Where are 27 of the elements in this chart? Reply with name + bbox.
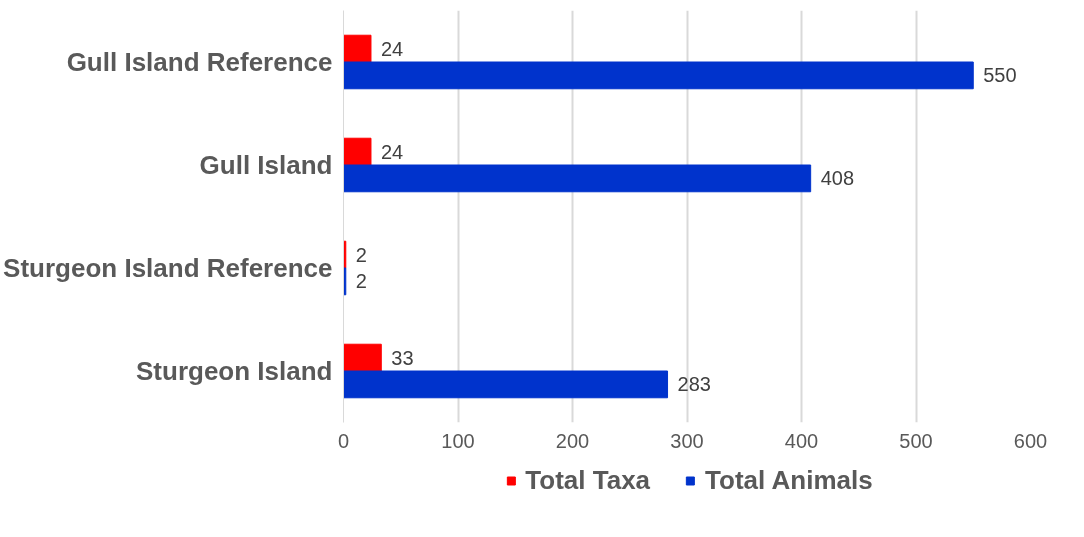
data-label: 408 bbox=[820, 167, 855, 190]
data-label: 33 bbox=[391, 346, 414, 369]
y-tick-label: Gull Island bbox=[199, 150, 333, 180]
data-label: 2 bbox=[355, 270, 367, 293]
y-tick-label: Sturgeon Island bbox=[136, 356, 333, 386]
bar bbox=[343, 370, 669, 399]
legend-label: Total Taxa bbox=[525, 464, 651, 496]
y-tick-label: Sturgeon Island Reference bbox=[3, 253, 333, 283]
bar bbox=[343, 61, 974, 90]
bar bbox=[343, 164, 812, 193]
x-tick-label: 0 bbox=[337, 429, 350, 452]
x-tick-label: 400 bbox=[784, 429, 819, 452]
x-tick-label: 200 bbox=[555, 429, 590, 452]
data-label: 550 bbox=[983, 64, 1017, 87]
data-label: 24 bbox=[380, 140, 404, 163]
x-tick-label: 600 bbox=[1013, 429, 1048, 452]
bar bbox=[343, 34, 372, 63]
bar bbox=[343, 343, 382, 372]
bar bbox=[343, 137, 372, 166]
data-label: 24 bbox=[380, 37, 404, 60]
data-label: 2 bbox=[355, 243, 367, 266]
data-label: 283 bbox=[677, 373, 711, 396]
legend-label: Total Animals bbox=[705, 464, 873, 496]
y-tick-label: Gull Island Reference bbox=[66, 47, 333, 77]
x-tick-label: 100 bbox=[441, 429, 475, 452]
x-tick-label: 500 bbox=[899, 429, 933, 452]
x-tick-label: 300 bbox=[670, 429, 704, 452]
